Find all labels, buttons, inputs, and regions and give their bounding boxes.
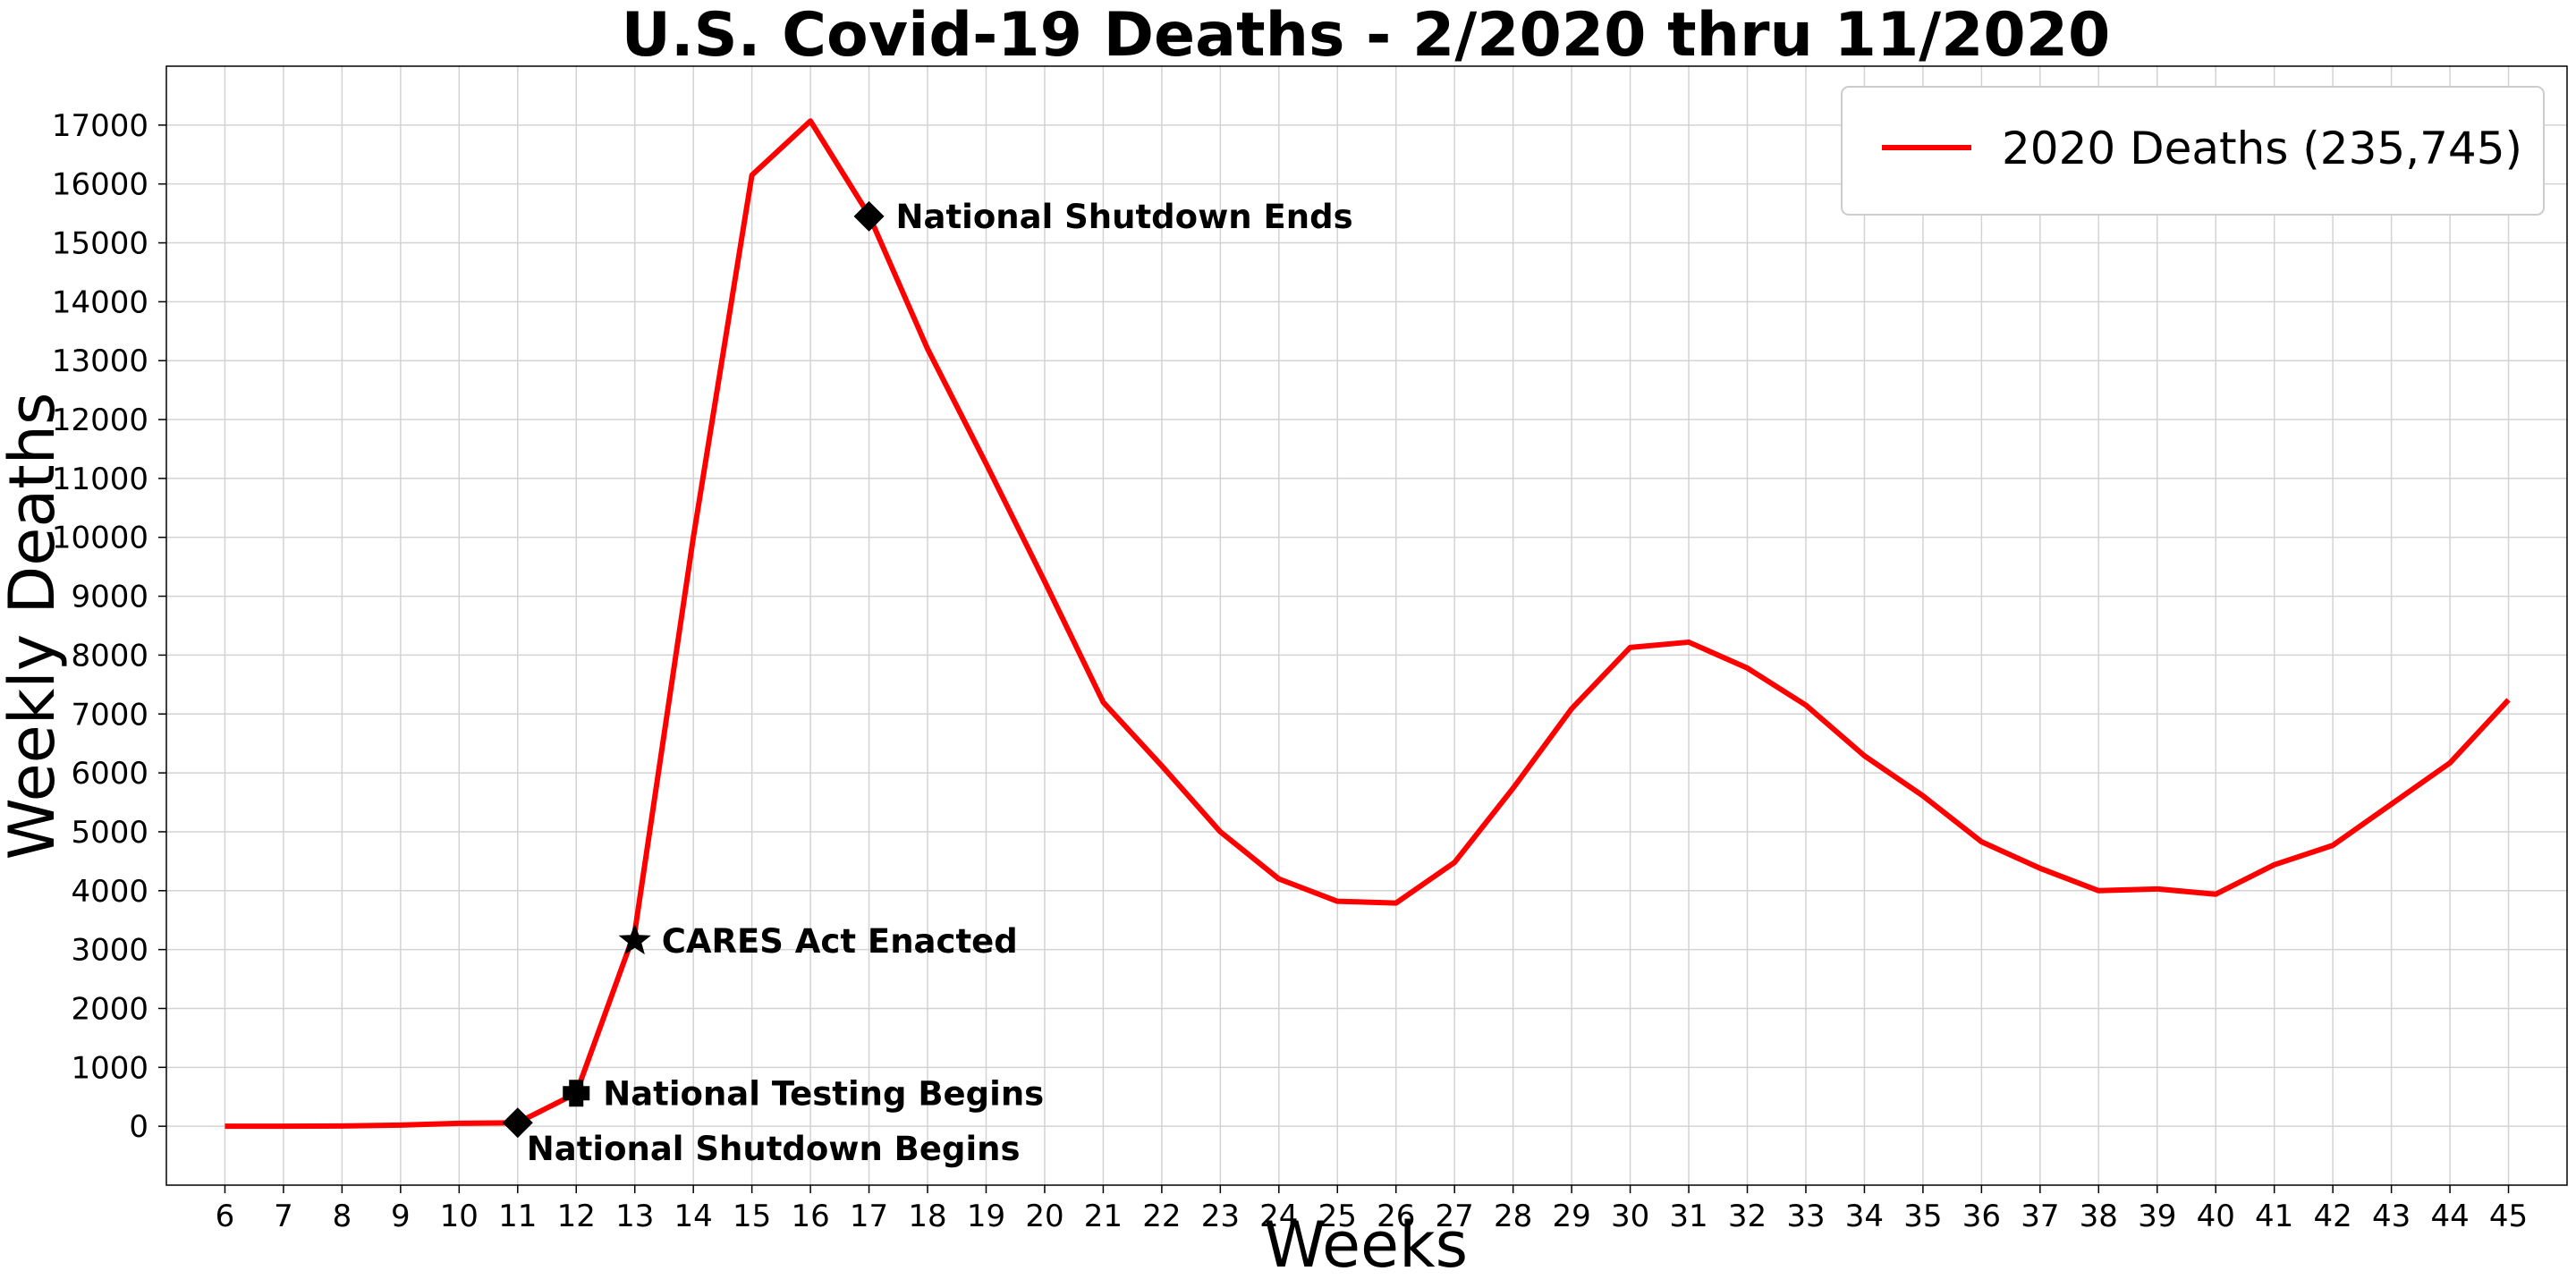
y-tick-label: 3000 (71, 933, 148, 969)
x-tick-label: 22 (1142, 1199, 1181, 1234)
x-tick-label: 27 (1436, 1199, 1474, 1234)
y-tick-label: 13000 (52, 343, 148, 379)
x-tick-label: 10 (440, 1199, 479, 1234)
plot-frame (165, 65, 2568, 1186)
chart-title: U.S. Covid-19 Deaths - 2/2020 thru 11/20… (622, 0, 2111, 71)
y-tick-label: 10000 (52, 521, 148, 556)
x-tick-label: 13 (615, 1199, 654, 1234)
series-line-2020-deaths (225, 118, 2511, 1130)
x-tick-label: 44 (2430, 1199, 2469, 1234)
y-tick-label: 15000 (52, 226, 148, 262)
x-axis-label: Weeks (1264, 1208, 1468, 1282)
x-tick-label: 8 (333, 1199, 352, 1234)
y-tick-label: 5000 (71, 815, 148, 851)
y-tick-label: 8000 (71, 638, 148, 674)
x-tick-label: 35 (1903, 1199, 1942, 1234)
x-tick-label: 32 (1728, 1199, 1767, 1234)
y-tick-label: 16000 (52, 167, 148, 203)
x-tick-label: 25 (1318, 1199, 1357, 1234)
annotation-label: National Shutdown Begins (527, 1130, 1021, 1168)
x-tick-label: 39 (2138, 1199, 2176, 1234)
x-tick-label: 28 (1494, 1199, 1532, 1234)
annotation-marker-diamond (502, 1107, 533, 1139)
x-tick-label: 6 (216, 1199, 235, 1234)
x-tick-label: 33 (1786, 1199, 1825, 1234)
x-tick-label: 31 (1669, 1199, 1707, 1234)
x-tick-label: 40 (2197, 1199, 2235, 1234)
x-tick-label: 12 (557, 1199, 596, 1234)
x-tick-label: 19 (967, 1199, 1005, 1234)
x-tick-label: 15 (733, 1199, 771, 1234)
annotation-label: National Shutdown Ends (896, 198, 1353, 236)
y-tick-label: 6000 (71, 756, 148, 792)
legend-box (1841, 86, 2545, 216)
annotations: National Shutdown Begins National Testing… (502, 198, 1353, 1168)
x-tick-label: 30 (1611, 1199, 1649, 1234)
axis-ticks: 6 7 8 9 10 11 12 13 14 15 16 17 18 19 20 21 22 23 24 25 26 27… (52, 108, 2528, 1234)
x-tick-label: 17 (850, 1199, 888, 1234)
x-tick-label: 7 (274, 1199, 293, 1234)
x-tick-label: 23 (1201, 1199, 1240, 1234)
y-tick-label: 9000 (71, 580, 148, 615)
x-tick-label: 11 (498, 1199, 537, 1234)
y-tick-label: 0 (129, 1109, 148, 1145)
legend: 2020 Deaths (235,745) (1841, 86, 2545, 216)
x-tick-label: 36 (1962, 1199, 2001, 1234)
y-tick-label: 12000 (52, 402, 148, 438)
y-tick-label: 1000 (71, 1050, 148, 1086)
x-tick-label: 42 (2314, 1199, 2352, 1234)
x-tick-label: 43 (2372, 1199, 2411, 1234)
x-tick-label: 18 (908, 1199, 946, 1234)
annotation-label: CARES Act Enacted (662, 922, 1018, 961)
annotation-marker-star (618, 923, 651, 955)
y-tick-label: 17000 (52, 108, 148, 144)
x-tick-label: 20 (1025, 1199, 1063, 1234)
x-tick-label: 45 (2489, 1199, 2528, 1234)
x-tick-label: 29 (1552, 1199, 1590, 1234)
y-tick-label: 14000 (52, 284, 148, 320)
grid (166, 66, 2567, 1185)
x-tick-label: 38 (2080, 1199, 2118, 1234)
y-axis-label: Weekly Deaths (0, 392, 69, 860)
annotation-marker-plus (563, 1080, 590, 1107)
x-tick-label: 14 (674, 1199, 713, 1234)
x-tick-label: 9 (391, 1199, 411, 1234)
x-tick-label: 24 (1259, 1199, 1298, 1234)
y-tick-label: 4000 (71, 874, 148, 910)
x-tick-label: 21 (1084, 1199, 1123, 1234)
legend-entry: 2020 Deaths (235,745) (2002, 123, 2522, 174)
x-tick-label: 16 (791, 1199, 829, 1234)
annotation-label: National Testing Begins (603, 1074, 1044, 1113)
x-tick-label: 26 (1377, 1199, 1415, 1234)
y-tick-label: 11000 (52, 462, 148, 497)
x-tick-label: 34 (1845, 1199, 1884, 1234)
x-tick-label: 41 (2255, 1199, 2293, 1234)
x-tick-label: 37 (2021, 1199, 2059, 1234)
y-tick-label: 7000 (71, 697, 148, 733)
annotation-marker-diamond (853, 200, 885, 232)
y-tick-label: 2000 (71, 991, 148, 1027)
